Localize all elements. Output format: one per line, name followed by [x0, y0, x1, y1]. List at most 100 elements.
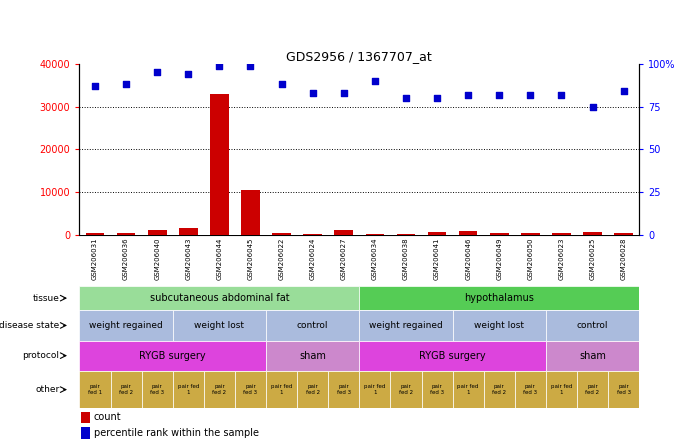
- Text: pair
fed 3: pair fed 3: [616, 384, 631, 395]
- Bar: [148, 230, 167, 235]
- Point: [182, 71, 193, 78]
- Bar: [328, 371, 359, 408]
- Text: pair fed
1: pair fed 1: [457, 384, 479, 395]
- Point: [524, 91, 536, 98]
- Text: weight regained: weight regained: [369, 321, 443, 330]
- Text: pair
fed 3: pair fed 3: [523, 384, 538, 395]
- Bar: [366, 234, 384, 235]
- Text: GSM206036: GSM206036: [123, 238, 129, 280]
- Point: [556, 91, 567, 98]
- Bar: [235, 371, 266, 408]
- Text: tissue: tissue: [32, 293, 59, 303]
- Bar: [334, 230, 353, 235]
- Bar: [390, 371, 422, 408]
- Bar: [142, 371, 173, 408]
- Bar: [546, 341, 639, 371]
- Bar: [422, 371, 453, 408]
- Bar: [583, 232, 602, 235]
- Text: RYGB surgery: RYGB surgery: [419, 351, 486, 361]
- Bar: [459, 231, 477, 235]
- Bar: [359, 371, 390, 408]
- Text: pair
fed 2: pair fed 2: [212, 384, 227, 395]
- Point: [338, 89, 349, 96]
- Bar: [297, 371, 328, 408]
- Bar: [546, 310, 639, 341]
- Point: [618, 88, 629, 95]
- Text: pair
fed 3: pair fed 3: [150, 384, 164, 395]
- Text: count: count: [94, 412, 122, 423]
- Bar: [577, 371, 608, 408]
- Point: [151, 69, 162, 76]
- Bar: [453, 310, 546, 341]
- Bar: [397, 234, 415, 235]
- Text: pair
fed 2: pair fed 2: [119, 384, 133, 395]
- Text: pair
fed 1: pair fed 1: [88, 384, 102, 395]
- Text: weight regained: weight regained: [89, 321, 163, 330]
- Bar: [79, 286, 359, 310]
- Bar: [79, 341, 266, 371]
- Text: GSM206031: GSM206031: [92, 238, 98, 280]
- Point: [307, 89, 318, 96]
- Point: [214, 62, 225, 69]
- Text: sham: sham: [299, 351, 326, 361]
- Bar: [204, 371, 235, 408]
- Bar: [608, 371, 639, 408]
- Bar: [79, 371, 111, 408]
- Text: other: other: [35, 385, 59, 394]
- Bar: [546, 371, 577, 408]
- Text: GSM206028: GSM206028: [621, 238, 627, 280]
- Text: GSM206038: GSM206038: [403, 238, 409, 280]
- Bar: [521, 233, 540, 235]
- Title: GDS2956 / 1367707_at: GDS2956 / 1367707_at: [287, 50, 432, 63]
- Bar: [86, 233, 104, 235]
- Bar: [484, 371, 515, 408]
- Text: weight lost: weight lost: [474, 321, 524, 330]
- Text: pair fed
1: pair fed 1: [364, 384, 386, 395]
- Text: pair fed
1: pair fed 1: [178, 384, 199, 395]
- Bar: [117, 233, 135, 235]
- Text: GSM206049: GSM206049: [496, 238, 502, 280]
- Point: [493, 91, 504, 98]
- Bar: [179, 229, 198, 235]
- Bar: [552, 233, 571, 235]
- Bar: [490, 233, 509, 235]
- Point: [431, 95, 442, 102]
- Bar: [428, 232, 446, 235]
- Bar: [359, 310, 453, 341]
- Text: protocol: protocol: [22, 351, 59, 360]
- Point: [120, 81, 131, 88]
- Text: pair
fed 2: pair fed 2: [305, 384, 320, 395]
- Point: [276, 81, 287, 88]
- Bar: [79, 310, 173, 341]
- Text: hypothalamus: hypothalamus: [464, 293, 534, 303]
- Text: pair
fed 2: pair fed 2: [492, 384, 507, 395]
- Bar: [266, 371, 297, 408]
- Text: GSM206022: GSM206022: [278, 238, 285, 280]
- Bar: [111, 371, 142, 408]
- Point: [587, 103, 598, 110]
- Point: [369, 77, 380, 84]
- Bar: [272, 233, 291, 235]
- Text: GSM206046: GSM206046: [465, 238, 471, 280]
- Text: pair
fed 3: pair fed 3: [430, 384, 444, 395]
- Text: GSM206044: GSM206044: [216, 238, 223, 280]
- Text: GSM206025: GSM206025: [589, 238, 596, 280]
- Bar: [241, 190, 260, 235]
- Bar: [210, 94, 229, 235]
- Text: RYGB surgery: RYGB surgery: [140, 351, 206, 361]
- Text: pair
fed 2: pair fed 2: [585, 384, 600, 395]
- Text: control: control: [577, 321, 608, 330]
- Text: pair
fed 2: pair fed 2: [399, 384, 413, 395]
- Text: GSM206040: GSM206040: [154, 238, 160, 280]
- Text: percentile rank within the sample: percentile rank within the sample: [94, 428, 259, 438]
- Text: GSM206041: GSM206041: [434, 238, 440, 280]
- Text: GSM206023: GSM206023: [558, 238, 565, 280]
- Bar: [173, 310, 266, 341]
- Bar: [453, 371, 484, 408]
- Text: GSM206045: GSM206045: [247, 238, 254, 280]
- Bar: [266, 310, 359, 341]
- Bar: [82, 412, 90, 424]
- Bar: [173, 371, 204, 408]
- Text: sham: sham: [579, 351, 606, 361]
- Text: pair
fed 3: pair fed 3: [243, 384, 258, 395]
